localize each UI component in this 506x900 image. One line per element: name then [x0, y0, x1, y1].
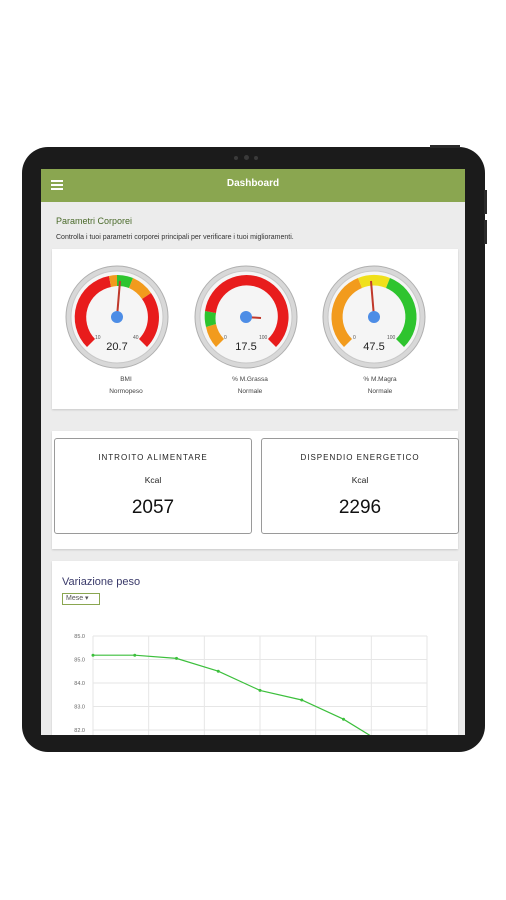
fat-gauge — [194, 265, 298, 369]
y-tick-label: 85.0 — [74, 634, 85, 640]
gauge-min-label: 10 — [95, 335, 101, 341]
fat-label: % M.Grassa — [232, 376, 268, 383]
weight-data-point[interactable] — [342, 717, 345, 721]
expenditure-box[interactable]: DISPENDIO ENERGETICO Kcal 2296 — [261, 438, 459, 534]
gauge-max-label: 100 — [259, 335, 268, 341]
lean-label: % M.Magra — [363, 376, 397, 383]
expenditure-value: 2296 — [338, 497, 382, 518]
y-tick-label: 84.0 — [74, 681, 85, 687]
gauge-min-label: 0 — [353, 335, 356, 341]
bmi-label: BMI — [120, 376, 132, 383]
weight-data-point[interactable] — [133, 653, 137, 657]
weight-data-point[interactable] — [300, 698, 304, 702]
y-tick-label: 85.0 — [74, 658, 85, 664]
app-title: Dashboard — [226, 178, 280, 189]
bmi-status: Normopeso — [109, 388, 143, 395]
gauges-svg — [65, 265, 426, 369]
intake-value: 2057 — [131, 497, 175, 518]
intake-unit: Kcal — [144, 475, 162, 485]
tablet-side-button — [484, 190, 487, 214]
gauge-max-label: 100 — [387, 335, 396, 341]
tablet-top-button — [430, 145, 460, 148]
camera-dot — [234, 156, 238, 160]
app-bar: Dashboard — [41, 169, 465, 202]
expenditure-title: DISPENDIO ENERGETICO — [300, 453, 420, 462]
weight-data-point[interactable] — [216, 669, 220, 673]
intake-box[interactable]: INTROITO ALIMENTARE Kcal 2057 — [54, 438, 252, 534]
weight-data-point[interactable] — [91, 653, 95, 657]
expenditure-unit: Kcal — [351, 475, 369, 485]
fat-value: 17.5 — [235, 341, 257, 353]
camera-dot — [254, 156, 258, 160]
y-tick-label: 82.0 — [74, 728, 85, 734]
y-tick-label: 83.0 — [74, 705, 85, 711]
bmi-gauge — [65, 265, 169, 369]
gauge-max-label: 40 — [133, 335, 139, 341]
weight-data-point[interactable] — [258, 688, 262, 692]
intake-title: INTROITO ALIMENTARE — [98, 453, 208, 462]
tablet-side-button — [484, 220, 487, 244]
lean-status: Normale — [367, 388, 393, 395]
lean-gauge — [322, 265, 426, 369]
section-title: Parametri Corporei — [56, 216, 133, 226]
chart-title: Variazione peso — [62, 576, 141, 588]
camera-lens — [244, 155, 249, 160]
weight-data-point[interactable] — [175, 656, 178, 660]
bmi-value: 20.7 — [106, 341, 128, 353]
gauge-min-label: 0 — [224, 335, 227, 341]
weight-chart: 85.0 85.0 84.0 83.0 82.0 — [74, 634, 428, 735]
fat-status: Normale — [237, 388, 263, 395]
app-screen: Dashboard Parametri Corporei Controlla i… — [41, 169, 465, 735]
section-subtitle: Controlla i tuoi parametri corporei prin… — [56, 234, 294, 241]
period-select[interactable]: Mese ▾ — [62, 593, 100, 605]
menu-icon[interactable] — [51, 180, 63, 190]
lean-value: 47.5 — [363, 341, 385, 353]
